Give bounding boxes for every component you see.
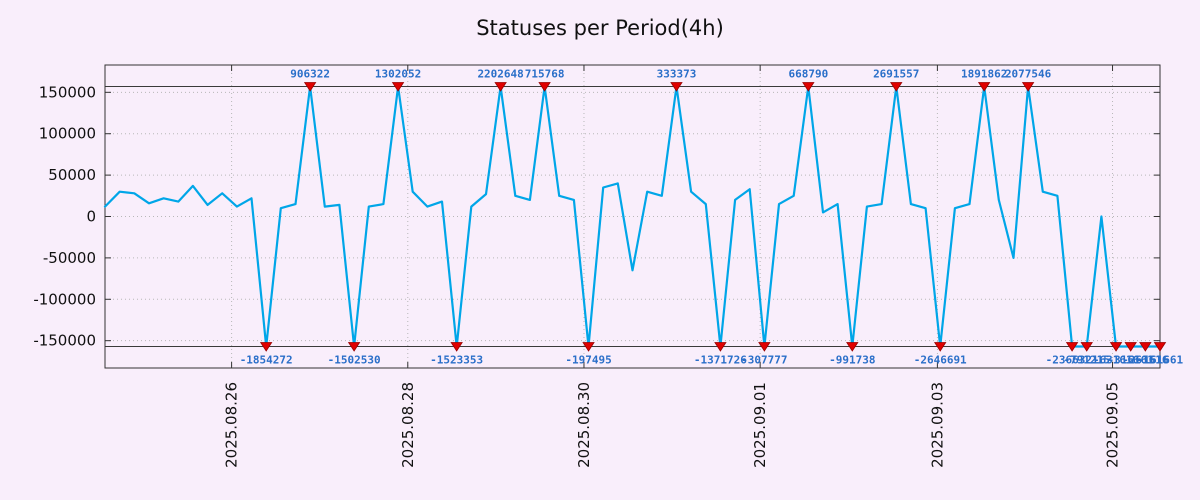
clipped-point-marker: [1124, 342, 1137, 352]
x-tick-label: 2025.08.30: [575, 382, 593, 468]
spike-value-label: 2077546: [1005, 68, 1052, 81]
spike-value-label: -1523353: [430, 353, 483, 366]
spike-value-label: -1371726: [694, 353, 747, 366]
spike-value-label: 1891862: [961, 68, 1007, 81]
clipped-point-marker: [977, 82, 991, 92]
x-tick-label: 2025.08.26: [223, 382, 241, 468]
clipped-point-marker: [1021, 82, 1035, 92]
spike-value-label: 906322: [290, 68, 330, 81]
y-tick-label: 50000: [48, 166, 96, 184]
clipped-point-marker: [391, 82, 405, 92]
spike-value-label: 2691557: [873, 68, 919, 81]
spike-value-label: 1302052: [375, 68, 421, 81]
x-tick-label: 2025.08.28: [399, 382, 417, 468]
spike-value-label: -197495: [565, 353, 611, 366]
clipped-point-marker: [494, 82, 507, 92]
clipped-point-marker: [1080, 342, 1093, 352]
clipped-point-marker: [1065, 342, 1079, 352]
y-tick-label: 100000: [39, 125, 96, 143]
spike-value-label: -307777: [741, 353, 787, 366]
y-tick-label: 0: [86, 208, 96, 226]
clipped-point-marker: [259, 342, 273, 352]
x-tick-label: 2025.09.05: [1104, 382, 1122, 468]
y-tick-label: 150000: [39, 83, 96, 101]
x-tick-label: 2025.09.03: [928, 382, 946, 468]
spike-value-label: -791215: [1064, 353, 1110, 366]
y-tick-label: -50000: [43, 249, 96, 267]
spike-value-label: -1854272: [240, 353, 293, 366]
clipped-point-marker: [933, 342, 947, 352]
clipped-point-marker: [1139, 342, 1152, 352]
spike-value-label: -991738: [829, 353, 875, 366]
clipped-point-marker: [450, 342, 463, 352]
clipped-point-marker: [1153, 342, 1167, 352]
spike-value-label: 668790: [788, 68, 828, 81]
clipped-point-marker: [1109, 342, 1123, 352]
spike-value-label: -1502530: [328, 353, 381, 366]
clipped-point-marker: [670, 82, 683, 92]
y-tick-label: -100000: [33, 290, 96, 308]
clipped-point-marker: [582, 342, 595, 352]
spike-value-label: -161661: [1137, 353, 1184, 366]
clipped-point-marker: [303, 82, 317, 92]
clipped-point-marker: [890, 82, 903, 92]
clipped-point-marker: [846, 342, 859, 352]
x-tick-label: 2025.09.01: [751, 382, 769, 468]
clipped-point-marker: [758, 342, 771, 352]
spike-value-label: -2646691: [914, 353, 967, 366]
spike-value-label: -261616: [1122, 353, 1169, 366]
clipped-point-marker: [714, 342, 727, 352]
spike-value-label: 715768: [525, 68, 565, 81]
clipped-point-marker: [538, 82, 551, 92]
spike-value-label: -631616: [1093, 353, 1140, 366]
spike-value-label: 333373: [657, 68, 697, 81]
y-tick-label: -150000: [33, 332, 96, 350]
clipped-point-marker: [802, 82, 815, 92]
chart-title: Statuses per Period(4h): [476, 16, 724, 40]
spike-value-label: 2202648: [477, 68, 523, 81]
spike-value-label: -316161: [1108, 353, 1155, 366]
statuses-per-period-chart: 150000 100000 50000 0 -50000 -100000 -150000 20…: [33, 64, 1184, 468]
clipped-point-marker: [347, 342, 361, 352]
spike-value-label: -2366321: [1046, 353, 1099, 366]
